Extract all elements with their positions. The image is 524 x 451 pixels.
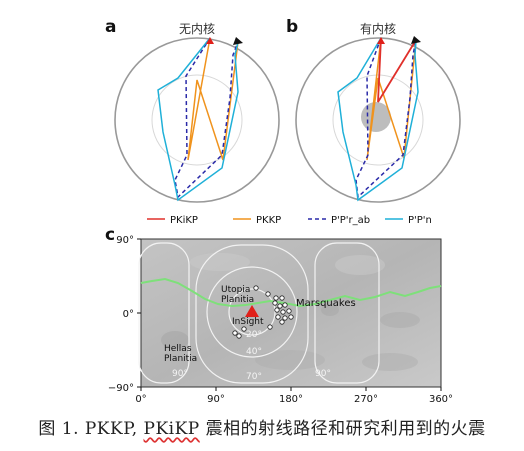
contour-label-90-left: 90° — [172, 369, 188, 379]
legend-label-ppr-ab: P'P'r_ab — [331, 215, 370, 226]
caption-suffix: 震相的射线路径和研究利用到的火震 — [199, 419, 486, 439]
ray-pkkp — [366, 37, 417, 161]
core-boundary — [151, 74, 243, 166]
contour-90-right — [314, 242, 380, 384]
station-marker — [206, 37, 214, 44]
event — [286, 308, 292, 314]
event — [282, 302, 288, 308]
x-tick-label-270: 270° — [354, 394, 378, 405]
legend-label-pkkp: PKKP — [256, 215, 281, 226]
panel-b-diagram — [295, 36, 461, 203]
contour-40 — [206, 266, 298, 358]
event — [280, 309, 286, 315]
contour-20 — [228, 288, 276, 336]
planet-surface — [114, 37, 280, 203]
event — [267, 324, 273, 330]
event — [279, 319, 285, 325]
planet-surface — [295, 37, 461, 203]
event — [279, 295, 285, 301]
panel-label-a: a — [105, 17, 116, 37]
marsquake-events — [232, 285, 294, 339]
event — [265, 291, 271, 297]
y-tick-label-90s: −90° — [108, 383, 134, 394]
label-utopia-planitia: Planitia — [221, 295, 254, 305]
map-axes: 90° 0° −90° 0° 90° 180° 270° 360° — [108, 235, 453, 405]
event — [274, 307, 280, 313]
y-tick-label-90n: 90° — [116, 235, 134, 246]
event — [277, 303, 283, 309]
source-marker — [233, 37, 243, 45]
panel-a-diagram — [114, 37, 280, 203]
event — [275, 314, 281, 320]
panel-b-title: 有内核 — [360, 22, 396, 36]
legend-label-pkikp: PKiKP — [170, 215, 198, 226]
terrain-texture — [161, 253, 420, 371]
mars-map: Utopia Planitia InSight Marsquakes Hella… — [138, 238, 442, 388]
station-marker — [377, 37, 385, 44]
ray-ppn — [337, 37, 419, 202]
label-marsquakes: Marsquakes — [296, 298, 356, 309]
contour-label-90-right: 90° — [315, 369, 331, 379]
contour-label-20: 20° — [246, 330, 262, 340]
ray-pkkp — [187, 37, 239, 161]
x-tick-label-0: 0° — [135, 394, 146, 405]
caption-prefix: 图 1. PKKP, — [38, 419, 144, 439]
contour-label-40: 40° — [246, 347, 262, 357]
caption-spellcheck-word: PKiKP — [143, 419, 200, 439]
map-background — [140, 238, 442, 388]
inner-core — [361, 102, 391, 132]
core-boundary — [332, 74, 424, 166]
label-hellas-planitia: Planitia — [164, 354, 197, 364]
ray-pkikp — [377, 37, 417, 103]
event — [273, 295, 279, 301]
event — [282, 315, 288, 321]
ray-ppn — [157, 37, 239, 202]
event — [253, 285, 259, 291]
x-tick-label-90: 90° — [207, 394, 225, 405]
contour-70 — [195, 244, 309, 384]
panel-label-b: b — [286, 17, 298, 37]
label-utopia: Utopia — [221, 285, 250, 295]
y-tick-label-0: 0° — [123, 309, 134, 320]
event — [232, 330, 238, 336]
x-tick-label-360: 360° — [429, 394, 453, 405]
event — [241, 326, 247, 332]
insight-station-icon — [245, 305, 259, 317]
label-hellas: Hellas — [164, 344, 192, 354]
event — [288, 314, 294, 320]
source-marker — [411, 36, 421, 44]
panel-label-c: c — [105, 225, 115, 245]
legend: PKiKP PKKP P'P'r_ab P'P'n — [147, 215, 432, 226]
figure-caption: 图 1. PKKP, PKiKP 震相的射线路径和研究利用到的火震 — [0, 414, 524, 439]
label-insight: InSight — [232, 317, 264, 327]
legend-label-ppn: P'P'n — [408, 215, 432, 226]
event — [236, 333, 242, 339]
panel-a-title: 无内核 — [179, 22, 215, 36]
event — [272, 300, 278, 306]
x-tick-label-180: 180° — [279, 394, 303, 405]
contour-label-70: 70° — [246, 372, 262, 382]
